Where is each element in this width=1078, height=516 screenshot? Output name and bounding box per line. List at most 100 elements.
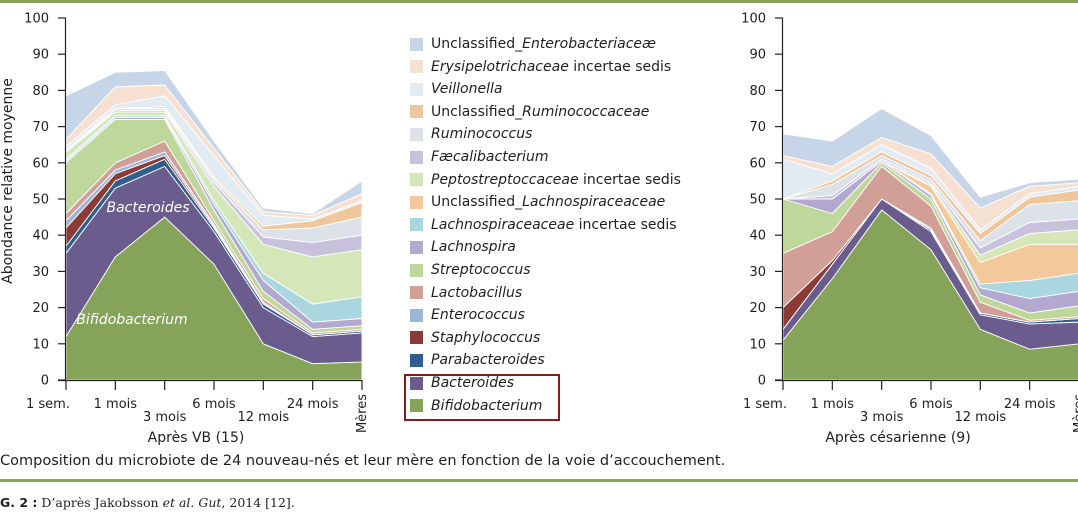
legend-swatch [410, 331, 423, 345]
legend-item-enterococcus: Enterococcus [410, 305, 525, 325]
legend-label: Parabacteroides [431, 352, 545, 369]
legend-swatch [410, 263, 423, 277]
y-tick-label: 100 [741, 12, 766, 27]
legend-swatch [410, 399, 423, 413]
y-tick-label: 0 [41, 374, 49, 389]
legend-label: Bifidobacterium [431, 397, 543, 414]
legend-label: Unclassified_Lachnospiraceaceae [431, 194, 666, 211]
y-tick-label: 50 [32, 193, 49, 208]
y-tick-label: 20 [749, 301, 766, 316]
legend-label: Fæcalibacterium [431, 149, 549, 165]
x-tick-label: 1 sem. [26, 397, 70, 412]
caption-rule [0, 479, 1078, 482]
y-tick-label: 40 [749, 229, 766, 244]
y-tick-label: 10 [749, 337, 766, 352]
legend-item-unclassified-enterobacteriace: Unclassified_Enterobacteriaceæ [410, 34, 656, 54]
legend-item-peptostreptoccaceae-incertae-sedis: Peptostreptoccaceae incertae sedis [410, 170, 681, 190]
y-tick-label: 60 [749, 156, 766, 171]
annotation-label: Bifidobacterium [76, 312, 187, 328]
figure-note-label: G. 2 : [0, 495, 38, 510]
x-tick-label: Mères [355, 394, 370, 433]
area-unclassified-enterobacteriace [782, 108, 1078, 209]
legend-label: Lachnospiraceaceae incertae sedis [431, 216, 677, 233]
legend-item-lactobacillus: Lactobacillus [410, 283, 522, 303]
figure-note-post: , 2014 [12]. [221, 495, 295, 510]
y-tick-label: 90 [749, 48, 766, 63]
y-tick-label: 20 [32, 301, 49, 316]
y-tick-label: 70 [32, 120, 49, 135]
legend-swatch [410, 127, 423, 141]
legend-label: Unclassified_Enterobacteriaceæ [431, 36, 656, 52]
x-tick-label: 1 sem. [743, 397, 787, 412]
legend-swatch [410, 37, 423, 51]
annotation-label: Bacteroides [107, 200, 190, 216]
chart-panel-1: 0 10 20 30 40 50 60 70 80 90 100 1 sem. 1 mois 3 mois… [0, 12, 370, 447]
legend-label: Unclassified_Ruminococcaceae [431, 103, 650, 120]
x-tick-label: 12 mois [954, 410, 1006, 425]
legend-swatch [410, 286, 423, 300]
x-tick-label: 12 mois [237, 410, 289, 425]
y-tick-label: 30 [32, 265, 49, 280]
y-tick-label: 40 [32, 229, 49, 244]
legend-item-bifidobacterium: Bifidobacterium [410, 396, 542, 416]
x-tick-label: 6 mois [192, 397, 236, 412]
x-tick-label: 3 mois [143, 410, 187, 425]
legend-label: Lachnospira [431, 239, 516, 256]
x-tick-label: 24 mois [287, 397, 339, 412]
figure-note-pre: D’après Jakobsson [37, 495, 163, 510]
legend-swatch [410, 82, 423, 96]
legend-label: Erysipelotrichaceae incertae sedis [431, 58, 672, 75]
legend-swatch [410, 105, 423, 119]
legend-label: Lactobacillus [431, 284, 523, 301]
legend-item-ruminococcus: Ruminococcus [410, 124, 532, 144]
y-tick-label: 50 [749, 193, 766, 208]
y-tick-label: 100 [24, 12, 49, 27]
legend-item-veillonella: Veillonella [410, 79, 502, 99]
x-tick-label: 1 mois [811, 397, 855, 412]
legend-item-bacteroides: Bacteroides [410, 373, 514, 393]
x-tick-label: 24 mois [1004, 397, 1056, 412]
chart-area: 0 10 20 30 40 50 60 70 80 90 100 1 sem. 1 mois 3 mois… [0, 12, 1078, 447]
legend-label: Staphylococcus [431, 329, 541, 346]
legend-swatch [410, 308, 423, 322]
figure-note-etal: et al. Gut [162, 495, 222, 510]
figure-caption: Composition du microbiote de 24 nouveau-… [0, 453, 726, 469]
y-axis-title: Abondance relative moyenne [0, 78, 16, 284]
legend-label: Streptococcus [431, 262, 531, 278]
legend-highlight-box [404, 374, 560, 421]
legend-swatch [410, 218, 423, 232]
legend-item-erysipelotrichaceae-incertae-sedis: Erysipelotrichaceae incertae sedis [410, 57, 671, 77]
legend-swatch [410, 240, 423, 254]
legend-item-parabacteroides: Parabacteroides [410, 350, 545, 370]
x-tick-label: 3 mois [860, 410, 904, 425]
legend-swatch [410, 150, 423, 164]
legend-item-lachnospira: Lachnospira [410, 237, 516, 257]
legend-swatch [410, 353, 423, 367]
x-tick-label: Mères [1072, 394, 1078, 433]
x-tick-label: 6 mois [909, 397, 953, 412]
legend-label: Ruminococcus [431, 126, 533, 143]
legend-label: Peptostreptoccaceae incertae sedis [431, 171, 681, 188]
legend-item-unclassified-ruminococcaceae: Unclassified_Ruminococcaceae [410, 102, 649, 122]
figure-note: G. 2 : D’après Jakobsson et al. Gut, 201… [0, 495, 295, 510]
legend-item-streptococcus: Streptococcus [410, 260, 531, 280]
legend-swatch [410, 173, 423, 187]
y-tick-label: 30 [749, 265, 766, 280]
x-axis-title: Après VB (15) [148, 430, 245, 446]
legend-item-lachnospiraceaceae-incertae-sedis: Lachnospiraceaceae incertae sedis [410, 215, 677, 235]
legend-label: Veillonella [431, 81, 503, 98]
y-tick-label: 70 [749, 120, 766, 135]
legend-item-unclassified-lachnospiraceaceae: Unclassified_Lachnospiraceaceae [410, 192, 665, 212]
top-rule [0, 0, 1078, 3]
y-tick-label: 10 [32, 337, 49, 352]
legend-item-staphylococcus: Staphylococcus [410, 328, 540, 348]
chart-panel-2: 0 10 20 30 40 50 60 70 80 90 100 1 sem. 1 mois 3 mois… [741, 12, 1078, 446]
y-tick-label: 60 [32, 156, 49, 171]
legend-swatch [410, 195, 423, 209]
legend-swatch [410, 60, 423, 74]
area-unclassified-enterobacteriace [65, 70, 363, 216]
legend-label: Enterococcus [431, 307, 525, 324]
y-tick-label: 80 [32, 84, 49, 99]
y-tick-label: 80 [749, 84, 766, 99]
legend-item-f-calibacterium: Fæcalibacterium [410, 147, 548, 167]
